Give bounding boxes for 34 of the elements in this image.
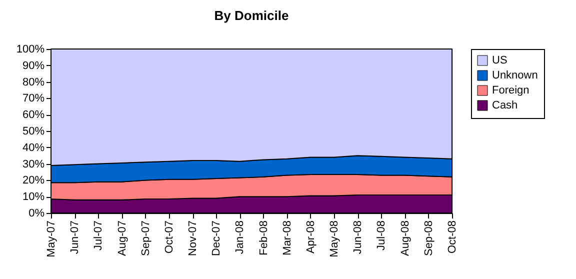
x-tick-label: Jun-07 <box>69 220 82 254</box>
x-tick-label: Nov-07 <box>187 220 200 256</box>
y-tick-label: 90% <box>22 60 45 72</box>
x-tick-label: Jul-08 <box>376 220 388 250</box>
x-tick-label: Jul-07 <box>92 220 105 250</box>
y-tick-label: 40% <box>22 142 45 154</box>
x-tick-label: Jun-08 <box>352 220 364 254</box>
y-tick-label: 30% <box>22 158 45 170</box>
y-tick-label: 0% <box>28 208 45 220</box>
y-tick-label: 10% <box>22 191 45 204</box>
x-tick-label: May-07 <box>46 220 58 258</box>
x-tick-label: Apr-08 <box>304 220 317 254</box>
x-tick-label: Feb-08 <box>258 220 270 256</box>
x-tick-label: Jan-08 <box>234 220 246 254</box>
x-tick-label: Mar-08 <box>281 220 294 256</box>
y-tick-label: 20% <box>22 174 45 187</box>
x-tick-label: Oct-07 <box>163 220 176 254</box>
y-tick-label: 60% <box>22 109 45 122</box>
legend-label: Cash <box>492 100 518 112</box>
x-tick-label: Sep-07 <box>140 220 152 256</box>
x-tick-label: Oct-08 <box>446 220 458 254</box>
x-tick-label: Dec-07 <box>210 220 223 256</box>
x-tick-label: May-08 <box>328 220 341 258</box>
y-tick-label: 50% <box>22 126 45 138</box>
x-tick-label: Aug-08 <box>399 220 412 256</box>
legend-label: Foreign <box>492 84 530 96</box>
y-tick-label: 70% <box>22 92 45 105</box>
legend-label: Unknown <box>492 70 538 82</box>
y-tick-label: 100% <box>16 44 45 56</box>
x-tick-label: Aug-07 <box>116 220 128 256</box>
chart-title: By Domicile <box>214 8 289 23</box>
y-tick-label: 80% <box>22 76 45 88</box>
x-tick-label: Sep-08 <box>422 220 435 256</box>
legend-label: US <box>492 54 508 66</box>
